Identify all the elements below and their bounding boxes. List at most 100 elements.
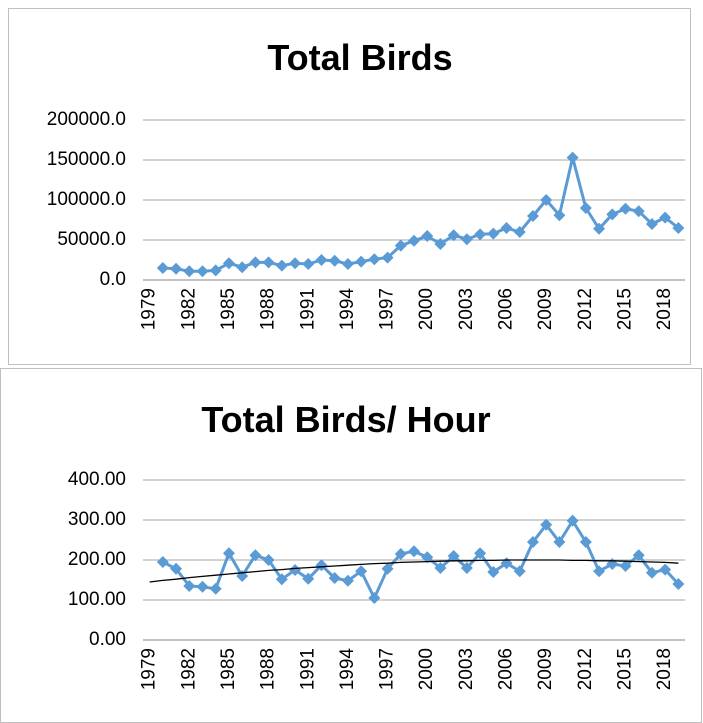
data-point — [249, 549, 262, 562]
data-point — [328, 254, 341, 267]
data-point — [460, 562, 473, 574]
data-point — [183, 265, 196, 278]
y-tick-label: 0.00 — [89, 629, 126, 650]
data-point — [394, 239, 407, 252]
data-point — [632, 549, 645, 562]
chart-frame — [8, 8, 691, 365]
data-point — [156, 556, 169, 568]
y-tick-label: 100.00 — [68, 589, 126, 610]
x-tick-label: 1988 — [258, 648, 279, 690]
data-point — [262, 256, 275, 269]
data-point — [513, 565, 526, 578]
y-tick-label: 200000.0 — [47, 109, 126, 130]
x-tick-label: 1991 — [297, 288, 318, 330]
x-tick-label: 2000 — [416, 648, 437, 690]
x-tick-label: 1988 — [258, 288, 279, 330]
data-point — [355, 255, 368, 268]
data-point — [619, 560, 632, 572]
x-tick-label: 1985 — [218, 648, 239, 690]
data-point — [196, 580, 209, 593]
data-point — [540, 518, 553, 531]
data-point — [593, 565, 606, 578]
data-point — [434, 238, 447, 250]
data-point — [553, 536, 566, 548]
x-tick-label: 2006 — [496, 648, 517, 690]
x-tick-label: 2009 — [535, 648, 556, 690]
data-point — [632, 205, 645, 218]
data-point — [381, 562, 394, 575]
data-point — [421, 551, 434, 564]
x-tick-label: 2018 — [654, 648, 675, 690]
data-point — [315, 559, 328, 572]
x-tick-label: 2003 — [456, 288, 477, 330]
x-tick-label: 2015 — [615, 288, 636, 330]
data-point — [553, 209, 566, 222]
data-point — [328, 572, 341, 584]
x-tick-label: 2012 — [575, 648, 596, 690]
x-tick-label: 2003 — [456, 648, 477, 690]
data-point — [341, 258, 354, 270]
data-point — [540, 194, 553, 206]
y-tick-label: 150000.0 — [47, 149, 126, 170]
data-point — [170, 262, 183, 275]
data-point — [447, 550, 460, 562]
data-point — [302, 572, 315, 585]
data-point — [408, 545, 420, 558]
y-tick-label: 0.0 — [100, 269, 126, 290]
data-point — [289, 564, 302, 576]
x-tick-label: 1994 — [337, 648, 358, 691]
data-point — [156, 262, 169, 274]
data-point — [513, 226, 526, 238]
data-point — [645, 566, 658, 579]
data-point — [394, 548, 407, 560]
chart-title: Total Birds/ Hour — [201, 399, 490, 440]
data-point — [672, 222, 685, 234]
series-line — [162, 519, 680, 600]
data-point — [302, 258, 315, 270]
x-tick-label: 1979 — [139, 288, 160, 330]
data-point — [368, 253, 381, 266]
data-point — [222, 257, 235, 270]
x-tick-label: 2018 — [654, 288, 675, 330]
data-point — [183, 580, 196, 592]
data-point — [526, 210, 539, 222]
data-point — [315, 254, 328, 266]
data-point — [619, 202, 632, 215]
data-point — [487, 227, 500, 240]
data-point — [275, 259, 288, 272]
x-tick-label: 1994 — [337, 288, 358, 331]
data-point — [474, 547, 487, 560]
y-tick-label: 400.00 — [68, 469, 126, 490]
data-point — [487, 566, 500, 578]
data-point — [500, 222, 513, 234]
x-tick-label: 2006 — [496, 288, 517, 330]
x-tick-label: 2000 — [416, 288, 437, 330]
data-point — [196, 265, 209, 278]
data-point — [672, 578, 685, 590]
data-point — [209, 582, 222, 595]
x-tick-label: 1979 — [139, 648, 160, 690]
x-tick-label: 1982 — [178, 288, 199, 330]
data-point — [249, 256, 262, 269]
data-point — [368, 592, 381, 604]
x-tick-label: 1997 — [377, 648, 398, 690]
data-point — [262, 554, 275, 566]
x-tick-label: 2012 — [575, 288, 596, 330]
data-point — [460, 233, 473, 246]
series-line — [162, 156, 680, 273]
data-point — [566, 514, 579, 527]
data-point — [526, 536, 539, 548]
data-point — [421, 230, 434, 242]
data-point — [170, 562, 183, 575]
y-tick-label: 50000.0 — [57, 229, 126, 250]
x-tick-label: 2015 — [615, 648, 636, 690]
data-point — [659, 211, 672, 224]
y-tick-label: 200.00 — [68, 549, 126, 570]
data-point — [474, 228, 487, 241]
data-point — [355, 565, 368, 578]
x-tick-label: 1982 — [178, 648, 199, 690]
x-tick-label: 2009 — [535, 288, 556, 330]
data-point — [579, 202, 592, 214]
y-tick-label: 100000.0 — [47, 189, 126, 210]
